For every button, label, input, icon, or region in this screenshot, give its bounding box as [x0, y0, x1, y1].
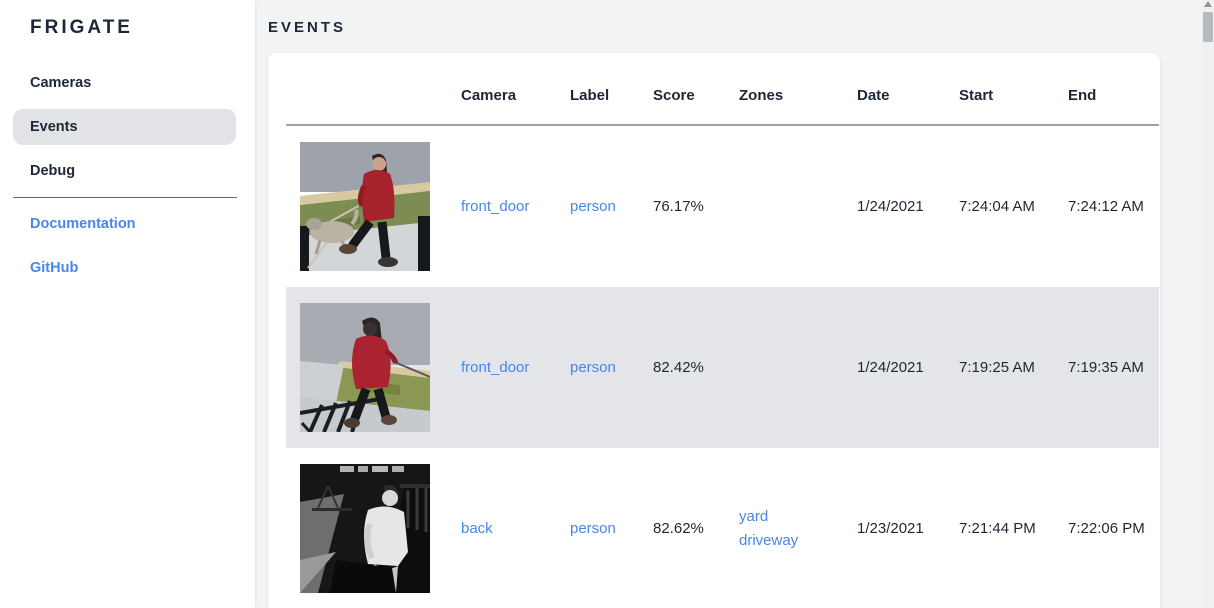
column-camera: Camera — [461, 87, 517, 104]
vertical-scrollbar[interactable] — [1202, 0, 1214, 608]
column-score: Score — [653, 87, 695, 104]
event-end: 7:19:35 AM — [1068, 359, 1144, 376]
sidebar-links: Documentation GitHub — [0, 202, 255, 290]
event-score: 76.17% — [653, 198, 704, 215]
event-start: 7:21:44 PM — [959, 520, 1036, 537]
event-label-cell[interactable]: person — [570, 359, 653, 376]
column-label: Label — [570, 87, 610, 104]
sidebar-item-label: Debug — [30, 163, 76, 179]
event-thumbnail-person-night[interactable] — [300, 464, 430, 593]
event-score: 82.42% — [653, 359, 704, 376]
column-start: Start — [959, 87, 994, 104]
camera-link[interactable]: front_door — [461, 359, 530, 376]
sidebar-link-documentation[interactable]: Documentation — [0, 202, 255, 246]
event-label-cell[interactable]: person — [570, 198, 653, 215]
event-label-cell[interactable]: person — [570, 520, 653, 537]
event-thumbnail-person-hoodie[interactable] — [300, 303, 430, 432]
label-link[interactable]: person — [570, 359, 616, 376]
app-logo[interactable]: FRIGATE — [30, 17, 133, 38]
sidebar-item-cameras[interactable]: Cameras — [0, 61, 255, 105]
scrollbar-thumb[interactable] — [1203, 12, 1213, 42]
event-camera-cell[interactable]: back — [461, 520, 570, 537]
event-start: 7:24:04 AM — [959, 198, 1035, 215]
sidebar-divider — [13, 197, 237, 198]
event-thumbnail-person-dog-day[interactable] — [300, 142, 430, 271]
sidebar-link-label: GitHub — [30, 260, 79, 276]
event-thumbnail-cell — [286, 464, 461, 593]
column-end: End — [1068, 87, 1097, 104]
event-end: 7:22:06 PM — [1068, 520, 1145, 537]
page-title: EVENTS — [268, 19, 347, 36]
event-date: 1/23/2021 — [857, 520, 924, 537]
sidebar-item-debug[interactable]: Debug — [0, 149, 255, 193]
table-row[interactable]: back person 82.62% yard driveway 1/23/20… — [286, 448, 1159, 608]
sidebar: FRIGATE Cameras Events Debug Documentati… — [0, 0, 255, 608]
column-date: Date — [857, 87, 890, 104]
event-score: 82.62% — [653, 520, 704, 537]
event-date: 1/24/2021 — [857, 359, 924, 376]
table-row[interactable]: front_door person 76.17% 1/24/2021 7:24:… — [286, 126, 1159, 287]
zone-link[interactable]: driveway — [739, 531, 799, 549]
main-content: EVENTS Camera Label Score Zones Date Sta… — [255, 0, 1202, 608]
event-end: 7:24:12 AM — [1068, 198, 1144, 215]
event-start: 7:19:25 AM — [959, 359, 1035, 376]
sidebar-item-label: Events — [30, 119, 78, 135]
sidebar-link-label: Documentation — [30, 216, 136, 232]
event-date: 1/24/2021 — [857, 198, 924, 215]
label-link[interactable]: person — [570, 198, 616, 215]
zone-link[interactable]: yard — [739, 507, 769, 525]
column-thumbnail — [286, 104, 461, 124]
event-camera-cell[interactable]: front_door — [461, 359, 570, 376]
camera-link[interactable]: back — [461, 520, 493, 537]
event-camera-cell[interactable]: front_door — [461, 198, 570, 215]
scroll-up-arrow-icon[interactable] — [1204, 1, 1212, 7]
event-zones: yard driveway — [739, 505, 857, 553]
event-thumbnail-cell — [286, 303, 461, 432]
label-link[interactable]: person — [570, 520, 616, 537]
sidebar-nav: Cameras Events Debug — [0, 61, 255, 193]
event-thumbnail-cell — [286, 142, 461, 271]
events-table: Camera Label Score Zones Date Start End — [286, 53, 1159, 608]
column-zones: Zones — [739, 87, 784, 104]
sidebar-link-github[interactable]: GitHub — [0, 246, 255, 290]
sidebar-item-label: Cameras — [30, 75, 92, 91]
events-card: Camera Label Score Zones Date Start End — [268, 53, 1160, 608]
sidebar-item-events[interactable]: Events — [13, 109, 236, 145]
camera-link[interactable]: front_door — [461, 198, 530, 215]
table-row[interactable]: front_door person 82.42% 1/24/2021 7:19:… — [286, 287, 1159, 448]
table-header-row: Camera Label Score Zones Date Start End — [286, 53, 1159, 126]
